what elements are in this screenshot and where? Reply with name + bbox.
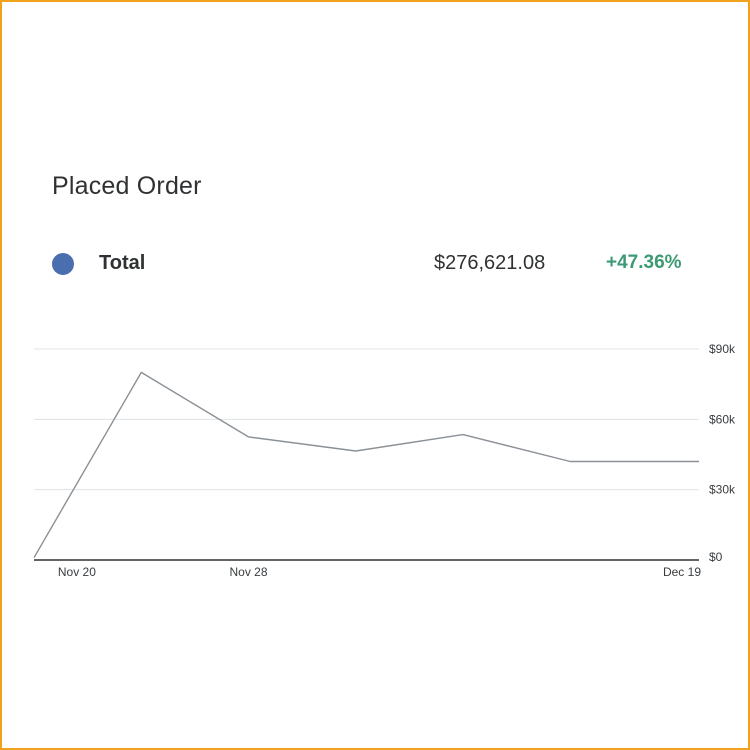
x-tick-label: Dec 19: [663, 565, 701, 579]
y-tick-label: $30k: [709, 483, 736, 497]
y-axis-ticks: $90k $60k $30k $0: [709, 342, 736, 564]
legend-label: Total: [99, 252, 146, 274]
chart-title: Placed Order: [52, 172, 202, 200]
x-tick-label: Nov 28: [230, 565, 268, 579]
y-tick-label: $0: [709, 550, 723, 564]
legend-total-value: $276,621.08: [434, 252, 546, 274]
series-layer: [33, 371, 700, 559]
y-tick-label: $90k: [709, 342, 736, 356]
x-tick-label: Nov 20: [58, 565, 96, 579]
x-axis-ticks: Nov 20 Nov 28 Dec 19: [58, 565, 701, 579]
y-tick-label: $60k: [709, 412, 736, 426]
grid-lines: [34, 348, 699, 561]
legend-change-percent: +47.36%: [606, 252, 682, 273]
legend-dot-icon: [52, 253, 74, 275]
series-line-total: [33, 371, 699, 559]
